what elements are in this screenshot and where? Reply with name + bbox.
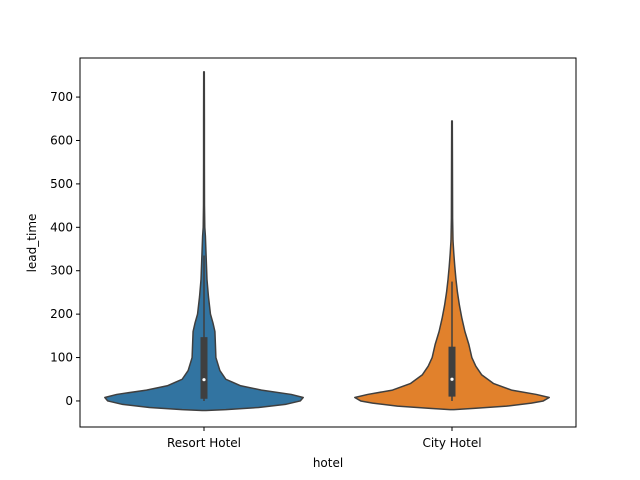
y-tick-label: 600 bbox=[50, 133, 73, 147]
y-axis: 0 100 200 300 400 500 600 700 bbox=[50, 90, 80, 408]
plot-frame bbox=[79, 57, 577, 428]
violin-body bbox=[354, 120, 550, 411]
x-axis-label: hotel bbox=[313, 456, 343, 470]
y-tick-label: 200 bbox=[50, 307, 73, 321]
x-axis: Resort Hotel City Hotel bbox=[167, 427, 482, 450]
violin-city-hotel bbox=[354, 120, 550, 411]
y-tick-label: 300 bbox=[50, 264, 73, 278]
x-tick-label: City Hotel bbox=[422, 436, 481, 450]
violin-body bbox=[104, 71, 304, 412]
x-tick-label: Resort Hotel bbox=[167, 436, 241, 450]
violin-median-dot bbox=[202, 378, 206, 382]
y-tick-label: 100 bbox=[50, 351, 73, 365]
violin-iqr-box bbox=[448, 346, 456, 397]
violins-layer bbox=[104, 71, 550, 412]
violin-resort-hotel bbox=[104, 71, 304, 412]
y-tick-label: 700 bbox=[50, 90, 73, 104]
y-tick-label: 0 bbox=[65, 394, 73, 408]
y-tick-label: 400 bbox=[50, 220, 73, 234]
y-axis-label: lead_time bbox=[25, 214, 39, 273]
violin-iqr-box bbox=[200, 337, 208, 399]
violin-median-dot bbox=[450, 377, 454, 381]
y-tick-label: 500 bbox=[50, 177, 73, 191]
